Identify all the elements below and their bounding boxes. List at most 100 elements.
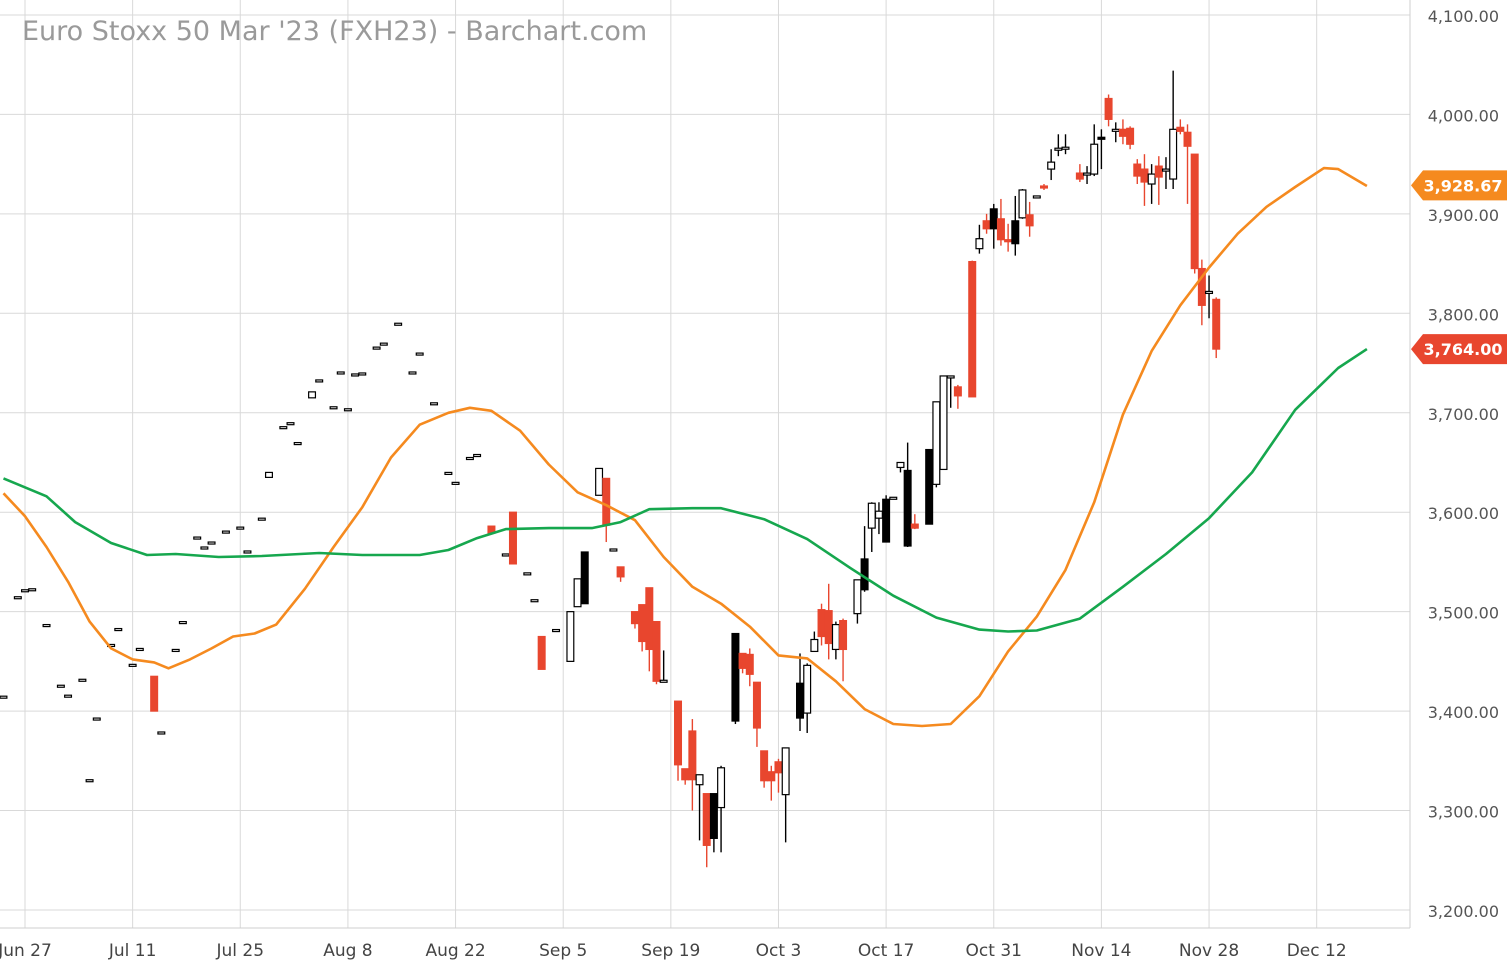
candle-body bbox=[193, 536, 202, 540]
candle-body bbox=[178, 620, 187, 625]
candle-body bbox=[415, 352, 424, 356]
x-tick-label: Sep 5 bbox=[539, 941, 587, 961]
candle-body bbox=[1039, 185, 1048, 189]
candle-body bbox=[13, 596, 22, 600]
x-tick-label: Dec 12 bbox=[1287, 941, 1347, 961]
candle-body bbox=[609, 548, 618, 552]
candle-body bbox=[774, 761, 783, 774]
y-tick-label: 4,100.00 bbox=[1428, 7, 1499, 26]
y-tick-label: 3,200.00 bbox=[1428, 902, 1499, 921]
candle-body bbox=[1176, 126, 1185, 132]
candle-body bbox=[630, 611, 639, 625]
candle-body bbox=[315, 379, 324, 383]
candle-body bbox=[645, 587, 654, 651]
candle-body bbox=[889, 496, 898, 500]
candle-body bbox=[1190, 153, 1199, 270]
candle-body bbox=[996, 218, 1005, 241]
candle-body bbox=[602, 477, 611, 526]
candle-body bbox=[760, 750, 769, 782]
candle-body bbox=[1090, 143, 1099, 175]
candle-body bbox=[1183, 131, 1192, 147]
candle-body bbox=[1205, 290, 1214, 295]
candle-body bbox=[394, 322, 403, 326]
candle-body bbox=[903, 469, 912, 547]
candle-body bbox=[1032, 195, 1041, 199]
candle-body bbox=[717, 767, 726, 809]
x-tick-label: Aug 22 bbox=[425, 941, 485, 961]
candle-body bbox=[982, 220, 991, 230]
candle-body bbox=[896, 461, 905, 469]
chart-title: Euro Stoxx 50 Mar '23 (FXH23) - Barchart… bbox=[22, 16, 648, 47]
candle-body bbox=[408, 371, 417, 375]
x-tick-label: Oct 3 bbox=[756, 941, 802, 961]
candle-body bbox=[444, 471, 453, 476]
candle-body bbox=[975, 238, 984, 250]
candle-body bbox=[910, 523, 919, 529]
candle-body bbox=[236, 526, 245, 530]
candle-body bbox=[42, 623, 51, 628]
candle-body bbox=[430, 402, 439, 406]
candle-body bbox=[530, 599, 539, 603]
candle-body bbox=[745, 653, 754, 675]
candle-body bbox=[1047, 161, 1056, 170]
candle-body bbox=[1126, 127, 1135, 145]
candle-body bbox=[372, 346, 381, 350]
candle-body bbox=[1154, 165, 1163, 178]
candle-body bbox=[21, 589, 30, 593]
candle-body bbox=[674, 700, 683, 766]
candle-body bbox=[867, 502, 876, 529]
candle-body bbox=[343, 408, 352, 412]
candle-body bbox=[114, 627, 123, 632]
candle-body bbox=[1140, 168, 1149, 183]
candle-body bbox=[709, 793, 718, 839]
candle-body bbox=[580, 551, 589, 605]
candle-body bbox=[781, 747, 790, 796]
candle-body bbox=[731, 632, 740, 722]
candle-body bbox=[171, 648, 180, 653]
candle-body bbox=[523, 572, 532, 576]
candle-body bbox=[473, 453, 482, 458]
candle-body bbox=[925, 448, 934, 525]
candle-body bbox=[0, 695, 8, 699]
candle-body bbox=[64, 694, 73, 698]
candle-body bbox=[616, 566, 625, 578]
series-line-moving-average-50- bbox=[3, 348, 1368, 633]
y-tick-label: 3,500.00 bbox=[1428, 604, 1499, 623]
candle-body bbox=[1083, 172, 1092, 176]
candle-body bbox=[1212, 298, 1221, 350]
candle-body bbox=[1025, 214, 1034, 227]
candle-body bbox=[358, 372, 367, 376]
candle-body bbox=[882, 498, 891, 543]
candle-body bbox=[989, 208, 998, 230]
candle-body bbox=[839, 620, 848, 651]
candle-body bbox=[1018, 189, 1027, 219]
candle-body bbox=[595, 467, 604, 496]
x-tick-label: Aug 8 bbox=[323, 941, 372, 961]
candle-body bbox=[1118, 128, 1127, 137]
price-label-text: 3,928.67 bbox=[1424, 176, 1503, 195]
candle-body bbox=[573, 578, 582, 608]
x-tick-label: Sep 19 bbox=[641, 941, 700, 961]
candle-body bbox=[1097, 136, 1106, 140]
candle-body bbox=[128, 663, 137, 667]
candle-body bbox=[752, 681, 761, 729]
candle-body bbox=[28, 588, 37, 592]
candle-body bbox=[329, 406, 338, 410]
x-tick-label: Jul 11 bbox=[108, 941, 157, 961]
candle-body bbox=[85, 779, 94, 783]
candle-body bbox=[537, 635, 546, 670]
x-tick-label: Jun 27 bbox=[0, 941, 52, 961]
candle-body bbox=[1054, 147, 1063, 151]
candle-body bbox=[1147, 173, 1156, 185]
x-tick-label: Nov 28 bbox=[1179, 941, 1239, 961]
candle-body bbox=[56, 684, 65, 688]
candle-body bbox=[968, 260, 977, 398]
candle-body bbox=[939, 375, 948, 471]
y-tick-label: 4,000.00 bbox=[1428, 106, 1499, 125]
candle-body bbox=[688, 730, 697, 781]
candle-body bbox=[465, 456, 474, 461]
candle-body bbox=[336, 371, 345, 375]
price-label-box bbox=[1411, 170, 1507, 201]
candle-body bbox=[803, 664, 812, 714]
